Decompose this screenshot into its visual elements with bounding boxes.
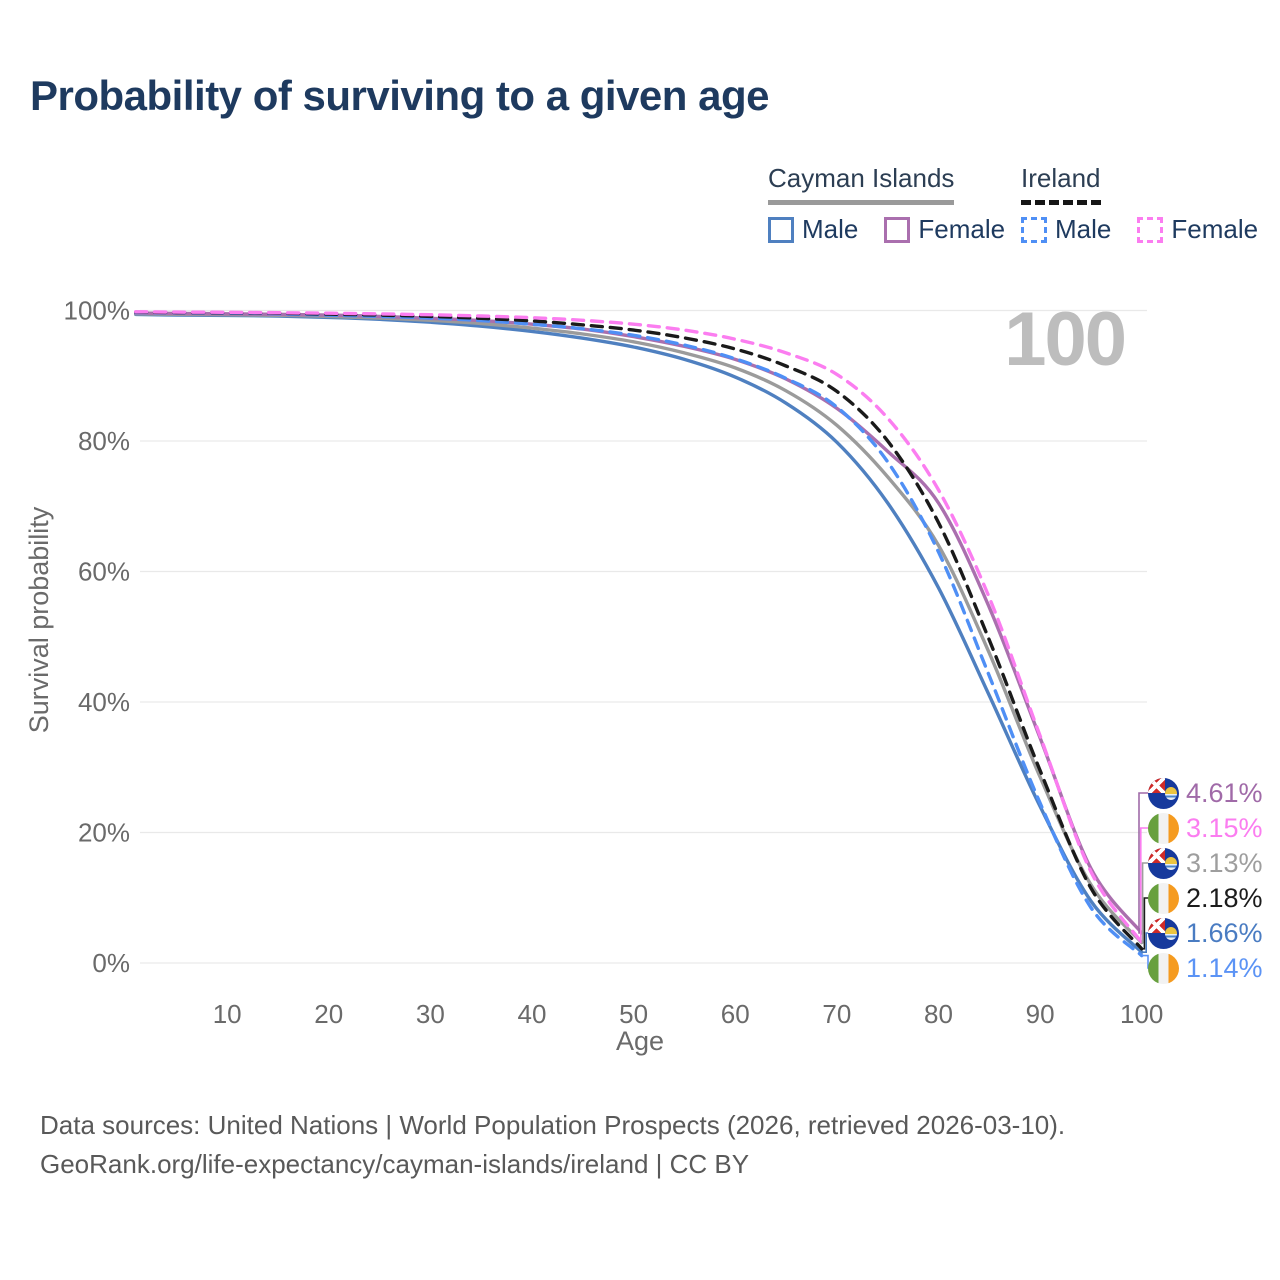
end-value: 3.13% bbox=[1186, 847, 1263, 878]
cayman-islands-flag-icon bbox=[1148, 777, 1179, 809]
x-axis-title: Age bbox=[616, 1026, 664, 1056]
curve-ireland-female bbox=[134, 310, 1144, 945]
legend-group-ireland: Ireland Male Female bbox=[1021, 163, 1258, 245]
y-tick-label: 40% bbox=[78, 687, 130, 717]
x-tick-label: 30 bbox=[416, 999, 445, 1029]
legend-label-female: Female bbox=[918, 214, 1006, 244]
ireland-female-line-swatch bbox=[1137, 216, 1164, 243]
x-tick-label: 90 bbox=[1026, 999, 1055, 1029]
y-axis-title: Survival probability bbox=[24, 506, 54, 733]
ireland-flag-icon bbox=[1148, 812, 1179, 844]
y-tick-label: 100% bbox=[64, 296, 131, 326]
end-value: 2.18% bbox=[1186, 882, 1263, 913]
end-label-row: 1.14% bbox=[1148, 951, 1263, 985]
age-cursor-watermark: 100 bbox=[1004, 297, 1127, 382]
y-tick-label: 80% bbox=[78, 426, 130, 456]
end-label-row: 3.15% bbox=[1148, 811, 1263, 845]
end-value: 1.66% bbox=[1186, 917, 1263, 948]
y-tick-label: 0% bbox=[92, 948, 130, 978]
curve-ireland-all bbox=[134, 310, 1144, 951]
legend-label-male: Male bbox=[1055, 214, 1112, 244]
x-tick-label: 20 bbox=[314, 999, 343, 1029]
end-label-row: 2.18% bbox=[1148, 881, 1263, 915]
cayman-male-line-swatch bbox=[768, 216, 794, 243]
x-tick-label: 80 bbox=[924, 999, 953, 1029]
legend-label-male: Male bbox=[802, 214, 859, 244]
cayman-islands-flag-icon bbox=[1148, 917, 1179, 949]
ireland-flag-icon bbox=[1148, 882, 1179, 914]
legend-item-cayman-female[interactable]: Female bbox=[884, 214, 1005, 245]
data-sources-line: Data sources: United Nations | World Pop… bbox=[40, 1110, 1066, 1140]
x-tick-label: 40 bbox=[518, 999, 547, 1029]
legend-item-ireland-male[interactable]: Male bbox=[1021, 214, 1111, 245]
end-label-row: 1.66% bbox=[1148, 916, 1263, 950]
x-tick-label: 70 bbox=[822, 999, 851, 1029]
attribution: Data sources: United Nations | World Pop… bbox=[40, 1106, 1065, 1184]
end-label-row: 3.13% bbox=[1148, 846, 1263, 880]
x-tick-label: 100 bbox=[1120, 999, 1163, 1029]
page-title: Probability of surviving to a given age bbox=[30, 72, 769, 119]
x-tick-label: 50 bbox=[619, 999, 648, 1029]
y-tick-label: 20% bbox=[78, 818, 130, 848]
legend-group-cayman-islands: Cayman Islands Male Female bbox=[768, 163, 1005, 245]
end-label-connector bbox=[1140, 827, 1150, 944]
x-tick-label: 10 bbox=[213, 999, 242, 1029]
end-label-connector bbox=[1141, 897, 1150, 950]
cayman-female-line-swatch bbox=[884, 216, 911, 243]
legend-country-cayman-islands: Cayman Islands bbox=[768, 163, 955, 205]
curve-cayman-islands-male bbox=[134, 312, 1144, 954]
curve-cayman-islands-all bbox=[134, 312, 1144, 945]
legend-item-cayman-male[interactable]: Male bbox=[768, 214, 858, 245]
end-value: 4.61% bbox=[1186, 777, 1263, 808]
end-value: 1.14% bbox=[1186, 952, 1263, 983]
y-tick-label: 60% bbox=[78, 557, 130, 587]
end-value: 3.15% bbox=[1186, 812, 1263, 843]
legend-label-female: Female bbox=[1171, 214, 1259, 244]
ireland-flag-icon bbox=[1148, 952, 1179, 984]
cayman-islands-flag-icon bbox=[1148, 847, 1179, 879]
curve-cayman-islands-female bbox=[134, 311, 1144, 935]
end-label-row: 4.61% bbox=[1148, 776, 1263, 810]
legend-country-ireland: Ireland bbox=[1021, 163, 1101, 205]
ireland-male-line-swatch bbox=[1021, 216, 1047, 243]
end-label-connector bbox=[1141, 862, 1150, 944]
curve-ireland-male bbox=[134, 310, 1144, 958]
legend-item-ireland-female[interactable]: Female bbox=[1137, 214, 1258, 245]
x-tick-label: 60 bbox=[721, 999, 750, 1029]
source-url-line: GeoRank.org/life-expectancy/cayman-islan… bbox=[40, 1149, 750, 1179]
